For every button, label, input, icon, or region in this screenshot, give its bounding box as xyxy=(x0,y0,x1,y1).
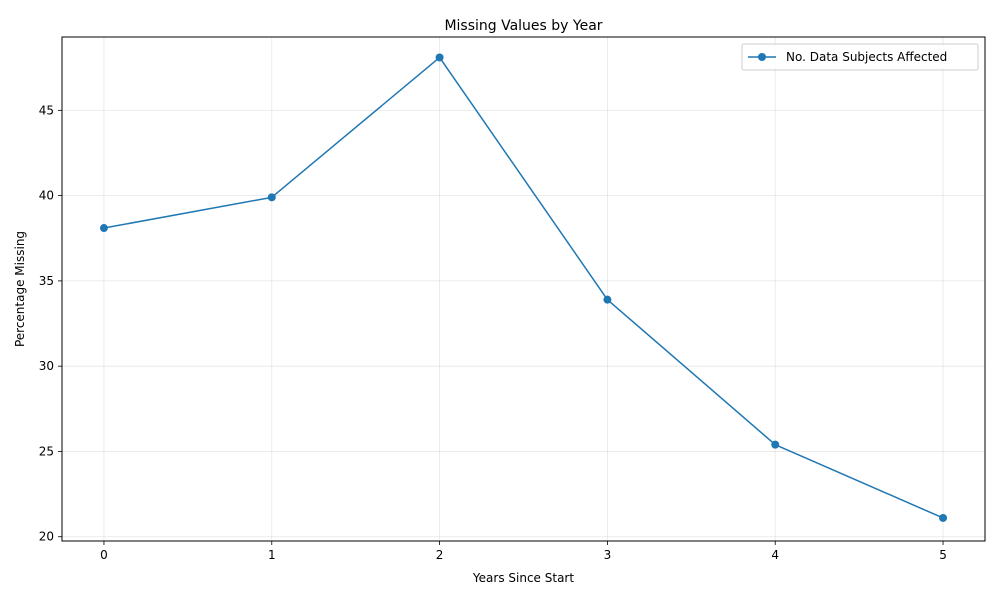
y-tick-label: 35 xyxy=(39,274,54,288)
legend-marker-swatch xyxy=(758,53,766,61)
data-point xyxy=(267,193,276,202)
legend: No. Data Subjects Affected xyxy=(741,43,979,71)
y-axis-title: Percentage Missing xyxy=(13,231,27,347)
x-tick-label: 4 xyxy=(771,548,779,562)
series-layer xyxy=(99,53,948,522)
grid-layer xyxy=(62,37,985,541)
legend-box xyxy=(741,43,979,71)
y-tick-label: 20 xyxy=(39,530,54,544)
plot-area-frame xyxy=(61,36,986,542)
x-tick-label: 2 xyxy=(436,548,444,562)
x-axis-title: Years Since Start xyxy=(472,571,574,585)
y-tick-label: 45 xyxy=(39,103,54,117)
x-tick-label: 1 xyxy=(268,548,276,562)
x-tick-label: 0 xyxy=(100,548,108,562)
data-point xyxy=(939,513,948,522)
data-point xyxy=(435,53,444,62)
legend-label: No. Data Subjects Affected xyxy=(786,50,947,64)
series-line xyxy=(103,56,944,519)
chart-title: Missing Values by Year xyxy=(444,18,602,34)
y-tick-label: 25 xyxy=(39,444,54,458)
data-point xyxy=(99,224,108,233)
data-point xyxy=(603,295,612,304)
x-tick-label: 5 xyxy=(939,548,947,562)
x-tick-label: 3 xyxy=(604,548,612,562)
y-tick-label: 30 xyxy=(39,359,54,373)
data-point xyxy=(771,440,780,449)
y-tick-label: 40 xyxy=(39,189,54,203)
